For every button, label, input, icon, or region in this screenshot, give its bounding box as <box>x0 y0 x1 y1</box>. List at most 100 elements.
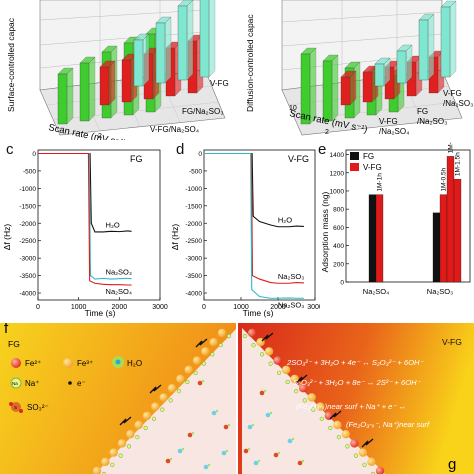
na-ion-f <box>201 361 207 366</box>
water-molecule <box>301 459 305 463</box>
water-molecule <box>291 437 295 441</box>
so3-icon-o2 <box>19 409 23 413</box>
so3-icon-letter: S <box>14 405 17 410</box>
na-ion-f <box>193 370 198 375</box>
panel-b-bar-1 <box>322 54 339 122</box>
electrolyte-ion <box>187 432 193 438</box>
panel-e-annotation-0: 1M-1h <box>377 173 384 192</box>
electrolyte-ion <box>247 424 253 430</box>
na-ion-f <box>160 407 165 412</box>
panel-e-bar-chart: Adsorption mass (ng) 0 200 400 600 800 1000 12… <box>320 142 471 296</box>
chart-d-frame <box>203 149 316 301</box>
chart-d-ytick-label: -1500 <box>185 203 202 210</box>
na-ion-f <box>176 389 182 394</box>
lightning-icons <box>119 332 374 448</box>
panel-e-ytick-label: 1400 <box>330 152 345 159</box>
chart-d-series-2 <box>204 152 304 299</box>
panel-d-line-chart: Δf (Hz) Time (s) V-FG 0 -500 -1000 -1500 -20… <box>170 149 320 318</box>
water-molecule <box>269 411 273 415</box>
h2o-core-icon <box>115 359 121 365</box>
electrolyte-ion <box>177 448 183 454</box>
surface-ball-g <box>324 411 333 420</box>
surface-ball-f <box>209 338 218 347</box>
na-ion-f <box>226 333 232 339</box>
chart-c-ytick-label: -4000 <box>19 291 36 298</box>
electrolyte-ion <box>253 460 259 466</box>
h2o-label: H₂O <box>127 359 142 368</box>
panel-b-ylabel: Diffusion-controlled capac <box>245 14 255 112</box>
na-ion-f <box>110 462 115 467</box>
surface-particles <box>92 328 385 474</box>
surface-ball-f <box>126 430 135 439</box>
water-molecule <box>215 409 219 413</box>
panel-b-bar-12 <box>418 13 435 81</box>
electrolyte-ion <box>297 460 303 466</box>
panel-e-ytick-label: 1000 <box>330 188 345 195</box>
electrolyte-ion <box>273 452 279 458</box>
surface-ball-g <box>281 365 291 374</box>
panel-b-tick-2: 2 <box>325 129 329 136</box>
surface-ball-g <box>299 384 308 393</box>
fe2-icon <box>11 358 21 368</box>
panel-b-label-vfg-2: V-FG <box>379 117 398 126</box>
chart-d-curve-label-1: Na₂SO₃ <box>278 272 304 281</box>
panel-a-bars <box>57 0 216 125</box>
chart-c-ytick-label: -500 <box>23 168 36 175</box>
surface-ball-f <box>142 411 152 420</box>
panel-b-label-na2so3-1: /Na₂SO₃ <box>443 99 473 108</box>
chart-d-xtick-label: 0 <box>202 304 206 311</box>
surface-ball-f <box>151 402 160 411</box>
water-molecule <box>225 449 229 453</box>
water-molecule <box>169 457 173 461</box>
chart-c-series-0 <box>38 152 132 233</box>
panel-e-annotation-1: 1M-0.5h <box>441 167 448 191</box>
panel-c-line-chart: Δf (Hz) Time (s) FG 0 -500 -1000 -1500 -2000… <box>2 149 168 318</box>
chart-d-ytick-label: -4000 <box>185 291 202 298</box>
electrolyte-ion <box>223 424 229 430</box>
panel-c-tag: FG <box>130 154 143 164</box>
na-ion-f <box>118 453 123 458</box>
water-molecule <box>191 431 195 435</box>
panel-a-bar-11 <box>155 16 172 84</box>
so3-icon <box>11 402 21 412</box>
chart-c-series-2 <box>38 152 132 286</box>
panel-d-letter: d <box>176 141 185 158</box>
panel-c-xlabel: Time (s) <box>85 308 116 318</box>
panel-a-3d-bar-chart: Surface-controlled capac Scan rate (mV s… <box>6 0 229 140</box>
panel-e-ytick-label: 800 <box>333 207 344 214</box>
chart-c-series-1 <box>38 152 132 280</box>
panel-e-annotation-3: 1M-1.5h <box>455 152 462 176</box>
chart-d-xtick-label: 2000 <box>270 304 286 311</box>
electrolyte-ion <box>259 390 265 396</box>
lightning-icon-f3 <box>119 416 132 426</box>
na-ion-f <box>168 398 173 403</box>
panel-b-bar-10 <box>374 57 391 87</box>
lightning-icon-f1 <box>195 338 208 348</box>
electrolyte-ion <box>287 438 293 444</box>
water-molecule <box>257 459 261 463</box>
chart-c-xtick-label: 1000 <box>71 304 87 311</box>
water-molecule <box>251 423 255 427</box>
panel-e-annotation-2: 1M-1h <box>448 142 455 153</box>
surface-ball-g <box>264 347 274 356</box>
na-ion-g <box>353 453 359 458</box>
chart-c-ytick-label: -2000 <box>19 221 36 228</box>
equation-4: (Fe₂O₃-ₓ⁻, Na⁺)near surf <box>346 420 430 429</box>
surface-ball-g <box>375 466 385 474</box>
na-ion-g <box>259 352 265 357</box>
na-ion-g <box>336 435 341 440</box>
panel-c-letter: c <box>6 141 14 158</box>
na-ion-f <box>143 425 148 431</box>
na-ion-g <box>311 407 316 412</box>
surface-ball-f <box>217 328 227 338</box>
panel-e-category-1: Na₂SO₃ <box>427 287 453 296</box>
panel-b-bar-5 <box>340 70 357 106</box>
panel-e-bar-4 <box>446 156 455 283</box>
chart-d-ytick-label: -1000 <box>185 186 202 193</box>
na-ion-g <box>302 398 307 403</box>
panel-e-ytick-label: 1200 <box>330 170 345 177</box>
panel-b-bar-11 <box>396 44 413 84</box>
panel-e-legend-fg-swatch <box>350 152 359 160</box>
panel-e-ylabel: Adsorption mass (ng) <box>320 191 330 272</box>
panel-e-ytick-label: 200 <box>333 261 344 268</box>
